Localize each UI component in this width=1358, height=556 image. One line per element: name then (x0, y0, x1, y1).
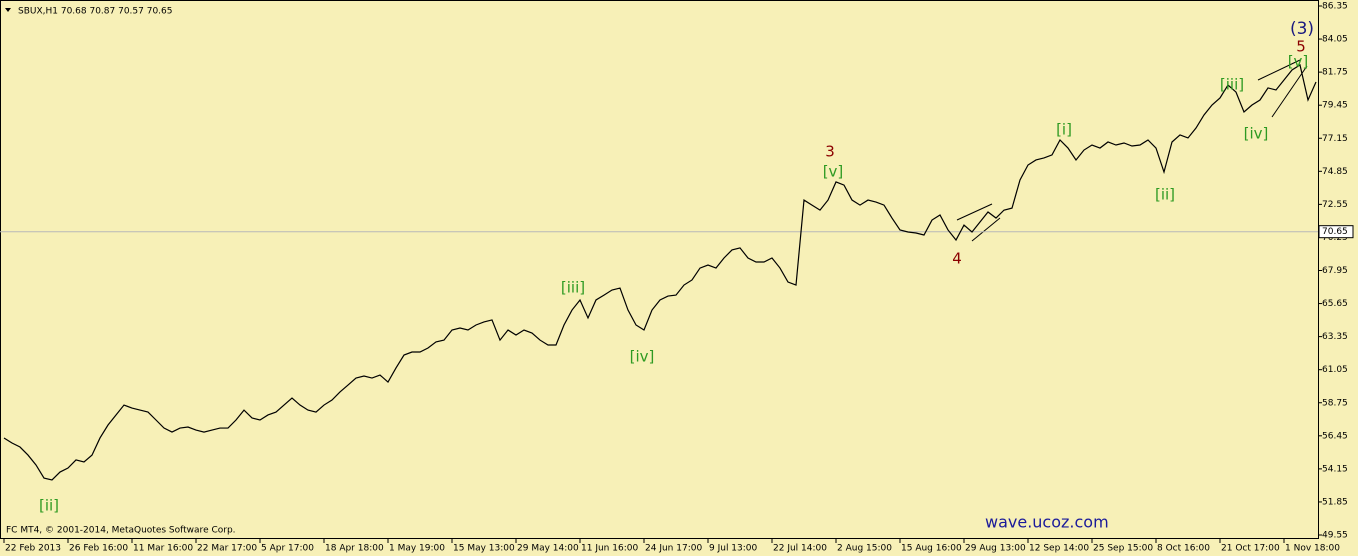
x-tick-label: 29 Aug 13:00 (965, 544, 1026, 554)
trendline (1257, 59, 1301, 81)
x-tick-label: 15 May 13:00 (453, 544, 515, 554)
current-price-box (1318, 225, 1354, 239)
y-tick-label: 86.35 (1322, 2, 1348, 12)
header-arrow (5, 8, 11, 12)
x-tick-label: 22 Jul 14:00 (773, 544, 827, 554)
x-tick-label: 11 Jun 16:00 (581, 544, 638, 554)
y-tick-label: 67.95 (1322, 266, 1348, 276)
copyright: FC MT4, © 2001-2014, MetaQuotes Software… (6, 526, 236, 536)
x-tick-label: 11 Mar 16:00 (133, 544, 193, 554)
x-tick-label: 18 Apr 18:00 (325, 544, 384, 554)
x-tick-label: 24 Jun 17:00 (645, 544, 702, 554)
current-price-label: 70.65 (1322, 227, 1348, 237)
x-tick-label: 26 Feb 16:00 (69, 544, 128, 554)
wave-label: [v] (823, 163, 844, 181)
header: SBUX,H1 70.68 70.87 70.57 70.65 (18, 7, 173, 17)
wave-label: [ii] (39, 497, 59, 515)
wave-label: (3) (1290, 19, 1314, 39)
wave-label: [i] (1056, 121, 1072, 139)
y-tick-label: 63.35 (1322, 332, 1348, 342)
plot-frame (0, 0, 1319, 539)
y-tick-label: 51.85 (1322, 497, 1348, 507)
x-tick-label: 5 Apr 17:00 (261, 544, 314, 554)
y-tick-label: 79.45 (1322, 101, 1348, 111)
y-tick-label: 84.05 (1322, 35, 1348, 45)
y-tick-label: 58.75 (1322, 398, 1348, 408)
y-tick-label: 72.55 (1322, 200, 1348, 210)
trendline (956, 203, 993, 221)
y-tick-label: 81.75 (1322, 68, 1348, 78)
x-tick-label: 12 Sep 14:00 (1029, 544, 1089, 554)
y-tick-label: 56.45 (1322, 431, 1348, 441)
x-tick-label: 15 Aug 16:00 (901, 544, 962, 554)
x-tick-label: 1 Nov 18:00 (1285, 544, 1340, 554)
x-tick-label: 22 Mar 17:00 (197, 544, 257, 554)
trendline (971, 217, 1001, 242)
x-tick-label: 9 Jul 13:00 (709, 544, 758, 554)
wave-label: 5 (1296, 38, 1306, 56)
x-tick-label: 29 May 14:00 (517, 544, 579, 554)
wave-label: 4 (952, 250, 962, 268)
price-line (3, 63, 1317, 481)
y-tick-label: 65.65 (1322, 299, 1348, 309)
y-tick-label: 74.85 (1322, 167, 1348, 177)
y-tick-label: 61.05 (1322, 365, 1348, 375)
wave-label: [iii] (1220, 76, 1244, 94)
wave-label: [v] (1288, 53, 1309, 71)
x-tick-label: 1 May 19:00 (389, 544, 445, 554)
wave-label: 3 (825, 143, 835, 161)
x-tick-label: 22 Feb 2013 (5, 544, 61, 554)
y-tick-label: 77.15 (1322, 134, 1348, 144)
trendline (1271, 65, 1308, 118)
wave-label: [iii] (561, 279, 585, 297)
x-tick-label: 2 Aug 15:00 (837, 544, 892, 554)
y-tick-label: 49.55 (1322, 531, 1348, 541)
y-tick-label: 54.15 (1322, 464, 1348, 474)
wave-label: [iv] (1244, 125, 1269, 143)
watermark: wave.ucoz.com (985, 513, 1109, 532)
x-tick-label: 8 Oct 16:00 (1157, 544, 1210, 554)
wave-label: [iv] (630, 348, 655, 366)
x-tick-label: 21 Oct 17:00 (1221, 544, 1280, 554)
x-tick-label: 25 Sep 15:00 (1093, 544, 1153, 554)
wave-label: [ii] (1155, 186, 1175, 204)
